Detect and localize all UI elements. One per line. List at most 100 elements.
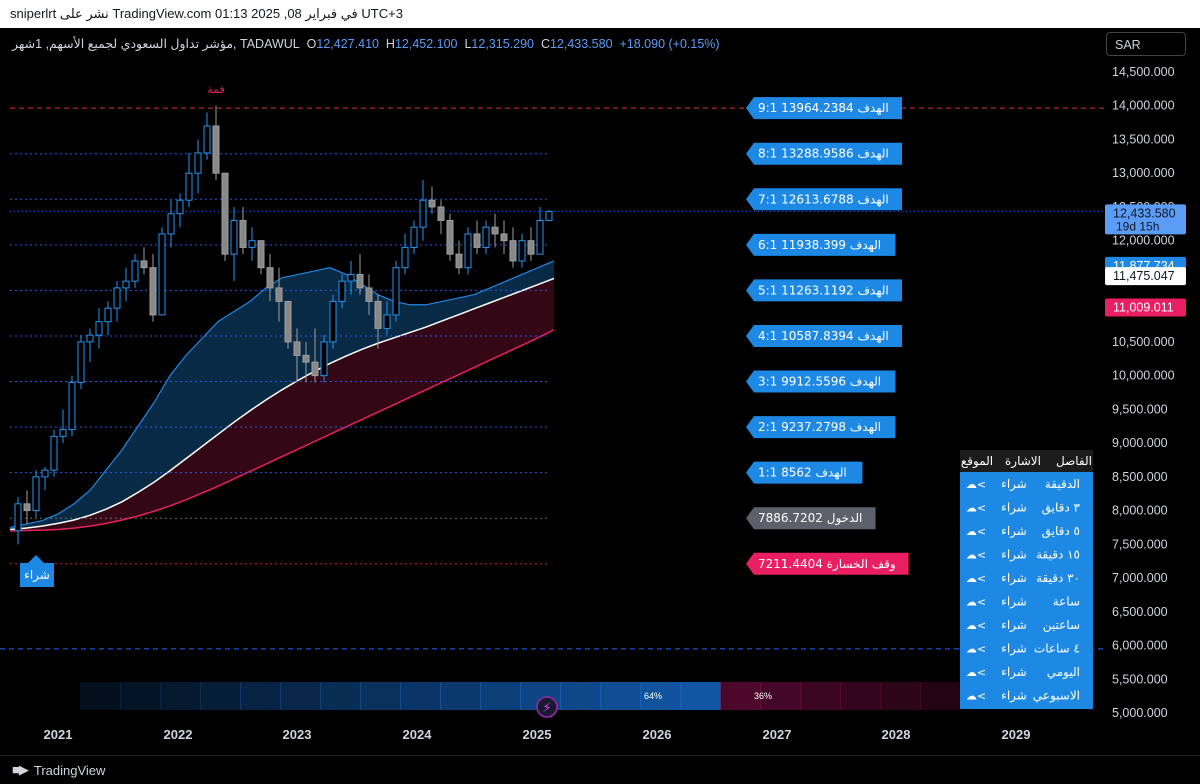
level-label-text: 4:1 10587.8394 الهدف bbox=[758, 329, 889, 343]
sentiment-cell bbox=[640, 682, 681, 710]
candle-body bbox=[149, 267, 157, 316]
signal-header-position: الموقع bbox=[961, 454, 993, 469]
signal-row-interval: ساعة bbox=[1053, 595, 1080, 609]
candlestick-chart[interactable]: 5,000.000 5,500.000 6,000.000 6,500.000 7,00… bbox=[0, 0, 1200, 755]
candle-body bbox=[536, 219, 544, 255]
sentiment-cell bbox=[440, 682, 481, 710]
candle-body bbox=[167, 213, 175, 235]
candle-body bbox=[266, 267, 274, 289]
candle-body bbox=[419, 199, 427, 228]
level-label-text: 1:1 8562 الهدف bbox=[758, 466, 847, 480]
price-tag-countdown: 19d 15h bbox=[1116, 219, 1159, 233]
candle-body bbox=[509, 240, 517, 262]
y-tick-label: 6,500.000 bbox=[1112, 605, 1168, 619]
signal-row-interval: ٣٠ دقيقة bbox=[1036, 571, 1080, 585]
sentiment-cell bbox=[720, 682, 761, 710]
candle-body bbox=[77, 341, 85, 383]
cloud-icon: ☁< bbox=[966, 502, 986, 515]
buy-marker-text: شراء bbox=[24, 568, 50, 583]
candle-body bbox=[518, 240, 526, 262]
x-tick-label: 2026 bbox=[643, 727, 672, 742]
signal-row-interval: ٥ دقايق bbox=[1042, 524, 1080, 539]
signal-row-signal: شراء bbox=[1001, 595, 1027, 610]
symbol-name: مؤشر تداول السعودي لجميع الأسهم, 1شهر, T… bbox=[12, 37, 300, 51]
sentiment-cell bbox=[80, 682, 121, 710]
candle-body bbox=[104, 307, 112, 323]
buy-marker-bg bbox=[20, 555, 54, 587]
tradingview-logo[interactable]: ■▶ TradingView bbox=[12, 762, 105, 778]
level-label-bg bbox=[746, 142, 902, 165]
peak-label: قمة bbox=[207, 83, 225, 96]
candle-body bbox=[302, 354, 310, 363]
level-label-text: 7:1 12613.6788 الهدف bbox=[758, 192, 889, 206]
signal-row-interval: ساعتين bbox=[1043, 618, 1080, 633]
signal-row-signal: شراء bbox=[1001, 689, 1027, 704]
candle-body bbox=[140, 260, 148, 269]
candle-body bbox=[545, 210, 553, 221]
y-tick-label: 6,000.000 bbox=[1112, 639, 1168, 653]
currency-selector[interactable]: SAR bbox=[1106, 32, 1186, 56]
level-label-text: 9:1 13964.2384 الهدف bbox=[758, 101, 889, 115]
candle-body bbox=[473, 233, 481, 248]
candle-body bbox=[482, 226, 490, 248]
ma-lower-line bbox=[9, 329, 555, 532]
price-tag-bg bbox=[1105, 267, 1186, 286]
lower-band-fill bbox=[10, 278, 554, 531]
candle-body bbox=[365, 287, 373, 302]
candle-body bbox=[410, 226, 418, 248]
price-tag-text: 11,009.011 bbox=[1113, 301, 1174, 315]
level-label-text: 8:1 13288.9586 الهدف bbox=[758, 147, 889, 161]
signal-row-signal: شراء bbox=[1001, 642, 1027, 657]
open-label: O bbox=[306, 37, 317, 51]
sentiment-cell bbox=[240, 682, 281, 710]
y-tick-label: 5,500.000 bbox=[1112, 672, 1168, 686]
sentiment-cell bbox=[200, 682, 241, 710]
cloud-icon: ☁< bbox=[966, 596, 986, 609]
signal-table-body-bg bbox=[960, 472, 1093, 709]
sentiment-cell bbox=[360, 682, 401, 710]
level-label-text: 7886.7202 الدخول bbox=[758, 511, 862, 526]
candle-body bbox=[347, 273, 355, 282]
cloud-icon: ☁< bbox=[966, 525, 986, 538]
close-value: 12,433.580 bbox=[549, 37, 613, 51]
cloud-icon: ☁< bbox=[966, 478, 986, 491]
ma-upper-line bbox=[9, 260, 555, 529]
level-label-bg bbox=[746, 188, 902, 211]
candle-body bbox=[185, 172, 193, 201]
x-tick-label: 2023 bbox=[283, 727, 312, 742]
candle-body bbox=[32, 476, 40, 512]
y-tick-label: 9,000.000 bbox=[1112, 436, 1168, 450]
signal-row-interval: الدقيقة bbox=[1045, 477, 1080, 491]
level-label-bg bbox=[746, 416, 896, 439]
sentiment-cell bbox=[800, 682, 841, 710]
y-tick-label: 7,500.000 bbox=[1112, 537, 1168, 551]
sentiment-cell bbox=[560, 682, 601, 710]
candle-body bbox=[464, 233, 472, 269]
x-tick-label: 2025 bbox=[523, 727, 552, 742]
y-tick-label: 7,000.000 bbox=[1112, 571, 1168, 585]
cloud-icon: ☁< bbox=[966, 666, 986, 679]
candle-body bbox=[356, 273, 364, 289]
x-tick-label: 2028 bbox=[882, 727, 911, 742]
lightning-icon: ⚡ bbox=[542, 701, 551, 716]
candle-body bbox=[86, 334, 94, 343]
candle-body bbox=[23, 503, 31, 512]
candle-body bbox=[248, 240, 256, 248]
symbol-legend: مؤشر تداول السعودي لجميع الأسهم, 1شهر, T… bbox=[12, 36, 720, 51]
candle-body bbox=[383, 314, 391, 329]
sentiment-cell bbox=[680, 682, 721, 710]
y-tick-label: 14,000.000 bbox=[1112, 99, 1175, 113]
signal-row-interval: اليومي bbox=[1047, 665, 1080, 680]
low-value: 12,315.290 bbox=[471, 37, 534, 51]
y-tick-label: 10,500.000 bbox=[1112, 335, 1175, 349]
x-tick-label: 2022 bbox=[164, 727, 193, 742]
level-label-bg bbox=[746, 97, 902, 120]
level-label-bg bbox=[746, 552, 909, 575]
high-label: H bbox=[385, 37, 395, 51]
sentiment-cell bbox=[320, 682, 361, 710]
open-value: 12,427.410 bbox=[316, 37, 379, 51]
level-label-bg bbox=[746, 233, 896, 256]
y-tick-label: 12,000.000 bbox=[1112, 234, 1175, 248]
level-label-bg bbox=[746, 279, 902, 302]
signal-row-interval: ٣ دقايق bbox=[1042, 501, 1081, 516]
